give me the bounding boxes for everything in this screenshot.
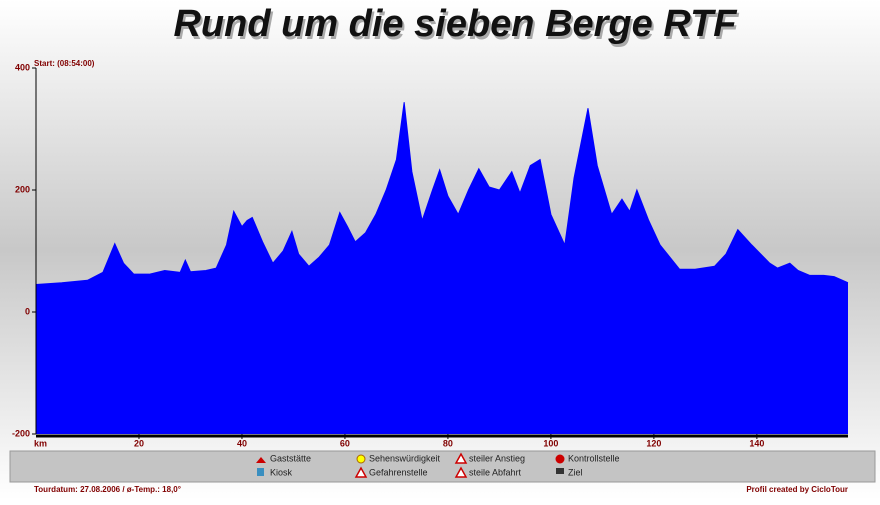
x-tick-label: 20 (134, 438, 144, 448)
x-unit-label: km (34, 438, 47, 448)
y-tick-label: 200 (15, 184, 30, 194)
x-tick-label: 40 (237, 438, 247, 448)
x-tick-label: 140 (749, 438, 764, 448)
icon-kiosk (257, 468, 264, 476)
legend-label: Gaststätte (270, 453, 311, 463)
legend-icons (256, 452, 565, 478)
start-label: Start: (08:54:00) (34, 59, 95, 68)
icon-gaststaette (256, 457, 266, 463)
icon-sight (356, 454, 366, 464)
legend-label: Kiosk (270, 467, 293, 477)
icon-danger (354, 466, 368, 478)
y-tick-label: -200 (12, 428, 30, 438)
legend-label: steiler Anstieg (469, 453, 525, 463)
chart-title: Rund um die sieben Berge RTF (173, 3, 738, 45)
title-shadow: Rund um die sieben Berge RTF (175, 6, 740, 48)
y-tick-label: 0 (25, 306, 30, 316)
footer-left: Tourdatum: 27.08.2006 / ø-Temp.: 18,0° (34, 485, 181, 494)
icon-finish (556, 468, 564, 474)
footer-right: Profil created by CicloTour (746, 485, 848, 494)
icon-descent (454, 466, 468, 478)
x-tick-label: 60 (340, 438, 350, 448)
legend-label: Sehenswürdigkeit (369, 453, 441, 463)
x-tick-label: 100 (543, 438, 558, 448)
icon-climb (454, 452, 468, 464)
x-tick-label: 120 (646, 438, 661, 448)
legend-box (9, 450, 876, 483)
y-tick-label: 400 (15, 62, 30, 72)
legend-label: Gefahrenstelle (369, 467, 428, 477)
icon-control (555, 454, 565, 464)
legend-label: steile Abfahrt (469, 467, 522, 477)
legend-label: Ziel (568, 467, 583, 477)
profile-line (35, 102, 849, 286)
legend-label: Kontrollstelle (568, 453, 620, 463)
x-tick-label: 80 (443, 438, 453, 448)
area-fill (36, 102, 848, 434)
